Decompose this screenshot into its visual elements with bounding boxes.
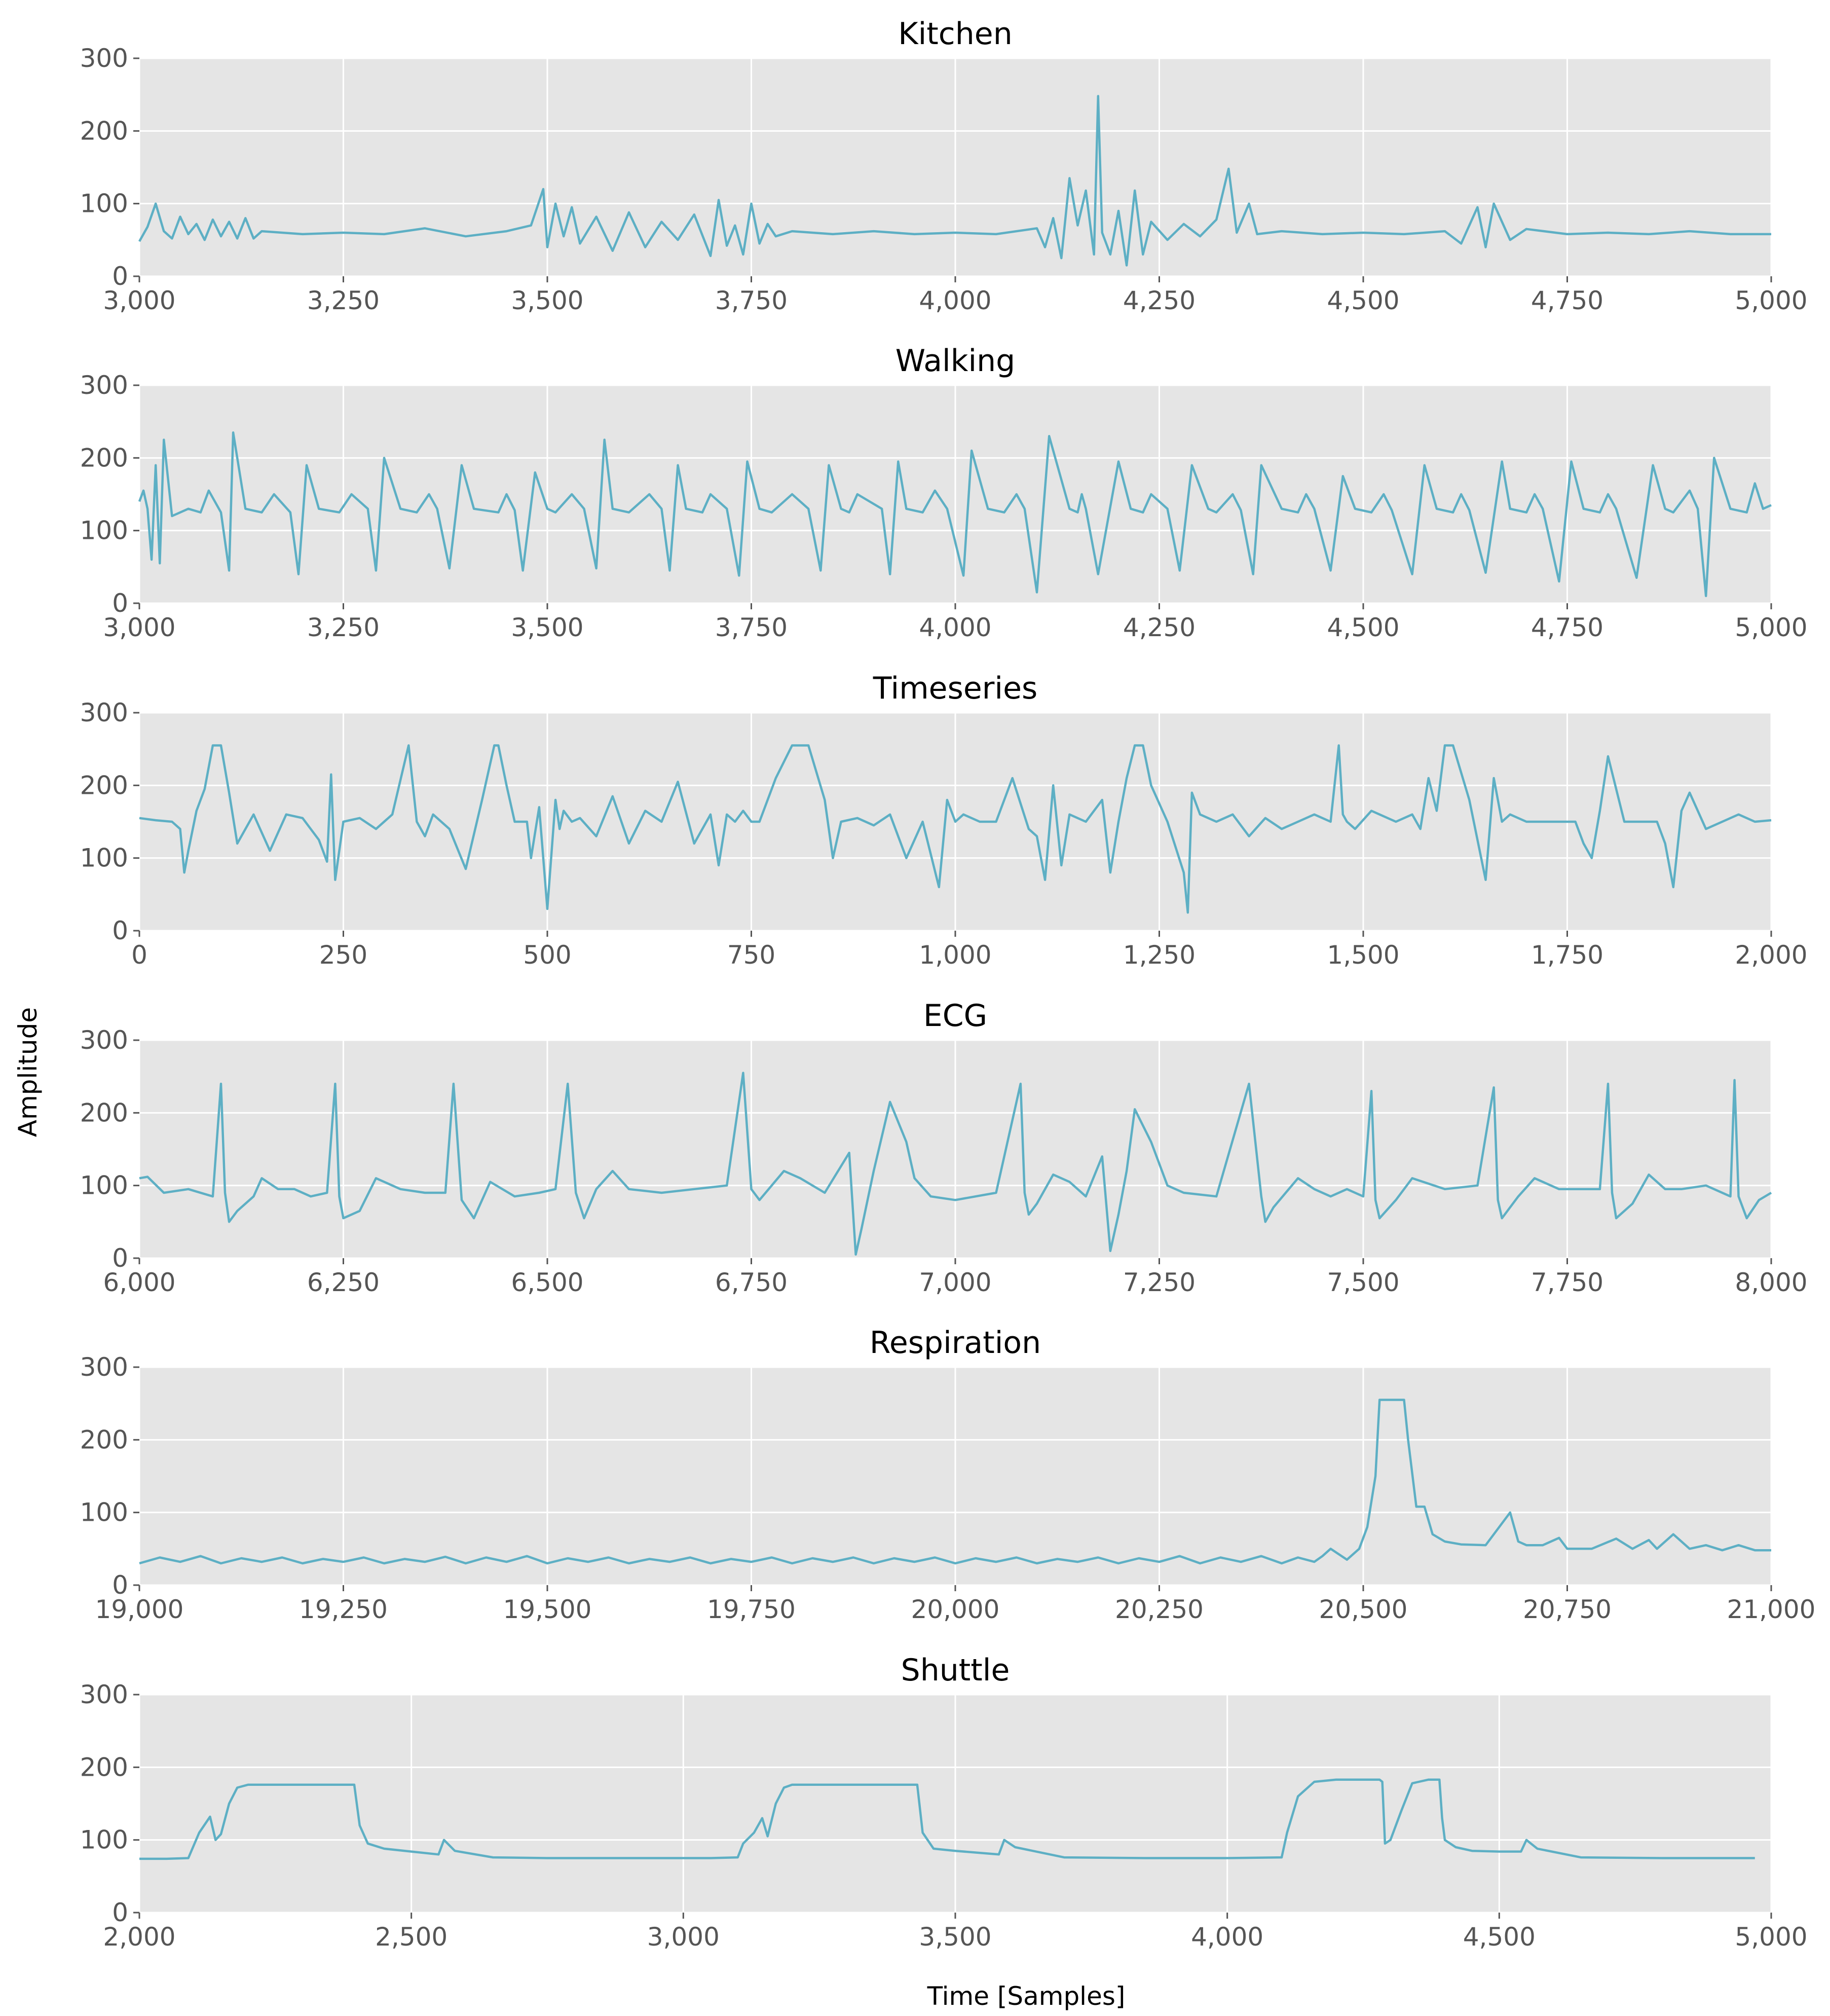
ecg-xtick-label: 7,750 bbox=[1531, 1268, 1603, 1297]
walking-xtick-label: 3,500 bbox=[511, 613, 583, 642]
kitchen-xtick-label: 3,250 bbox=[307, 286, 380, 315]
respiration-xtick-label: 20,000 bbox=[911, 1595, 1000, 1624]
ecg-ytick-label: 100 bbox=[80, 1171, 128, 1200]
ecg-xtick-label: 7,000 bbox=[919, 1268, 991, 1297]
shuttle-xtick-label: 3,500 bbox=[919, 1922, 991, 1952]
respiration-ytick-label: 100 bbox=[80, 1498, 128, 1527]
ecg-xtick-label: 7,500 bbox=[1327, 1268, 1399, 1297]
kitchen-xtick-label: 4,500 bbox=[1327, 286, 1399, 315]
walking-ytick-label: 100 bbox=[80, 516, 128, 545]
ecg-xtick-label: 6,000 bbox=[103, 1268, 175, 1297]
ecg-xtick-label: 8,000 bbox=[1735, 1268, 1807, 1297]
ecg-xtick-label: 6,250 bbox=[307, 1268, 380, 1297]
ecg-xtick-label: 6,500 bbox=[511, 1268, 583, 1297]
kitchen-ytick-label: 300 bbox=[80, 44, 128, 73]
walking-xtick-label: 3,000 bbox=[103, 613, 175, 642]
kitchen-xtick-label: 4,750 bbox=[1531, 286, 1603, 315]
kitchen-ytick-label: 100 bbox=[80, 189, 128, 218]
timeseries-xtick-label: 0 bbox=[131, 940, 147, 970]
respiration-panel-title: Respiration bbox=[870, 1325, 1041, 1361]
timeseries-xtick-label: 500 bbox=[523, 940, 571, 970]
shuttle-xtick-label: 3,000 bbox=[647, 1922, 720, 1952]
timeseries-xtick-label: 1,500 bbox=[1327, 940, 1399, 970]
walking-xtick-label: 5,000 bbox=[1735, 613, 1807, 642]
walking-xtick-label: 3,250 bbox=[307, 613, 380, 642]
respiration-xtick-label: 20,500 bbox=[1319, 1595, 1408, 1624]
timeseries-xtick-label: 1,000 bbox=[919, 940, 991, 970]
timeseries-xtick-label: 1,250 bbox=[1123, 940, 1196, 970]
walking-xtick-label: 4,000 bbox=[919, 613, 991, 642]
timeseries-series-line bbox=[139, 744, 1772, 914]
kitchen-xtick-label: 3,500 bbox=[511, 286, 583, 315]
respiration-xtick-label: 20,250 bbox=[1115, 1595, 1204, 1624]
respiration-ytick-label: 300 bbox=[80, 1352, 128, 1382]
shuttle-ytick-label: 200 bbox=[80, 1752, 128, 1782]
walking-panel-title: Walking bbox=[895, 343, 1015, 379]
respiration-ytick-label: 0 bbox=[112, 1570, 128, 1600]
respiration-xtick-label: 19,250 bbox=[299, 1595, 388, 1624]
timeseries-xtick-label: 1,750 bbox=[1531, 940, 1603, 970]
ecg-ytick-label: 200 bbox=[80, 1098, 128, 1127]
kitchen-xtick-label: 4,250 bbox=[1123, 286, 1196, 315]
walking-xtick-label: 3,750 bbox=[715, 613, 788, 642]
timeseries-xtick-label: 2,000 bbox=[1735, 940, 1807, 970]
shuttle-xtick-label: 2,500 bbox=[375, 1922, 447, 1952]
shuttle-xtick-label: 5,000 bbox=[1735, 1922, 1807, 1952]
ecg-ytick-label: 300 bbox=[80, 1025, 128, 1055]
timeseries-ytick-label: 100 bbox=[80, 844, 128, 873]
kitchen-ytick-label: 0 bbox=[112, 262, 128, 291]
timeseries-ytick-label: 300 bbox=[80, 698, 128, 727]
walking-xtick-label: 4,250 bbox=[1123, 613, 1196, 642]
shuttle-ytick-label: 300 bbox=[80, 1680, 128, 1709]
respiration-xtick-label: 20,750 bbox=[1523, 1595, 1612, 1624]
ecg-series-line bbox=[139, 1072, 1772, 1256]
ecg-xtick-label: 7,250 bbox=[1123, 1268, 1196, 1297]
timeseries-panel-title: Timeseries bbox=[873, 671, 1038, 706]
shuttle-panel-title: Shuttle bbox=[901, 1653, 1010, 1688]
kitchen-series-line bbox=[138, 95, 1771, 267]
ecg-panel-title: ECG bbox=[923, 998, 987, 1034]
walking-xtick-label: 4,500 bbox=[1327, 613, 1399, 642]
panel-ecg: 0 100 200 300 6,000 6,250 6,500 6,750 7,000 7,250… bbox=[80, 998, 1808, 1297]
shuttle-xtick-label: 4,500 bbox=[1463, 1922, 1536, 1952]
y-axis-label: Amplitude bbox=[13, 1007, 43, 1137]
walking-ytick-label: 0 bbox=[112, 589, 128, 618]
ecg-xtick-label: 6,750 bbox=[715, 1268, 788, 1297]
kitchen-xtick-label: 5,000 bbox=[1735, 286, 1807, 315]
timeseries-ytick-label: 0 bbox=[112, 916, 128, 945]
walking-ytick-label: 200 bbox=[80, 443, 128, 472]
walking-ytick-label: 300 bbox=[80, 371, 128, 400]
walking-series-line bbox=[138, 431, 1772, 597]
kitchen-xtick-label: 3,750 bbox=[715, 286, 788, 315]
x-axis-label: Time [Samples] bbox=[927, 1982, 1126, 2011]
kitchen-xtick-label: 3,000 bbox=[103, 286, 175, 315]
respiration-ytick-label: 200 bbox=[80, 1425, 128, 1454]
panel-shuttle: 0 100 200 300 2,000 2,500 3,000 3,500 4,000 4,500… bbox=[80, 1653, 1808, 1952]
timeseries-xtick-label: 750 bbox=[727, 940, 775, 970]
panel-timeseries: 0 100 200 300 0 250 500 750 1,000 1,250 1,500 1,750… bbox=[80, 671, 1808, 970]
ecg-ytick-label: 0 bbox=[112, 1243, 128, 1273]
timeseries-xtick-label: 250 bbox=[319, 940, 367, 970]
panels-container: 0 100 200 300 3,000 3,250 3,500 3,750 4,000 4,250… bbox=[80, 16, 1816, 1952]
kitchen-ytick-label: 200 bbox=[80, 116, 128, 145]
respiration-xtick-label: 19,750 bbox=[707, 1595, 796, 1624]
shuttle-xtick-label: 4,000 bbox=[1191, 1922, 1263, 1952]
respiration-xtick-label: 21,000 bbox=[1727, 1595, 1816, 1624]
kitchen-panel-title: Kitchen bbox=[898, 16, 1013, 52]
timeseries-ytick-label: 200 bbox=[80, 771, 128, 800]
respiration-series-line bbox=[139, 1399, 1771, 1565]
shuttle-ytick-label: 0 bbox=[112, 1898, 128, 1927]
walking-xtick-label: 4,750 bbox=[1531, 613, 1603, 642]
kitchen-xtick-label: 4,000 bbox=[919, 286, 991, 315]
shuttle-series-line bbox=[139, 1778, 1755, 1860]
panel-respiration: 0 100 200 300 19,000 19,250 19,500 19,750 20,000… bbox=[80, 1325, 1816, 1624]
shuttle-xtick-label: 2,000 bbox=[103, 1922, 175, 1952]
respiration-xtick-label: 19,000 bbox=[95, 1595, 184, 1624]
shuttle-ytick-label: 100 bbox=[80, 1825, 128, 1855]
panel-kitchen: 0 100 200 300 3,000 3,250 3,500 3,750 4,000 4,250… bbox=[80, 16, 1808, 315]
respiration-xtick-label: 19,500 bbox=[503, 1595, 592, 1624]
panel-walking: 0 100 200 300 3,000 3,250 3,500 3,750 4,000 4,250… bbox=[80, 343, 1808, 642]
